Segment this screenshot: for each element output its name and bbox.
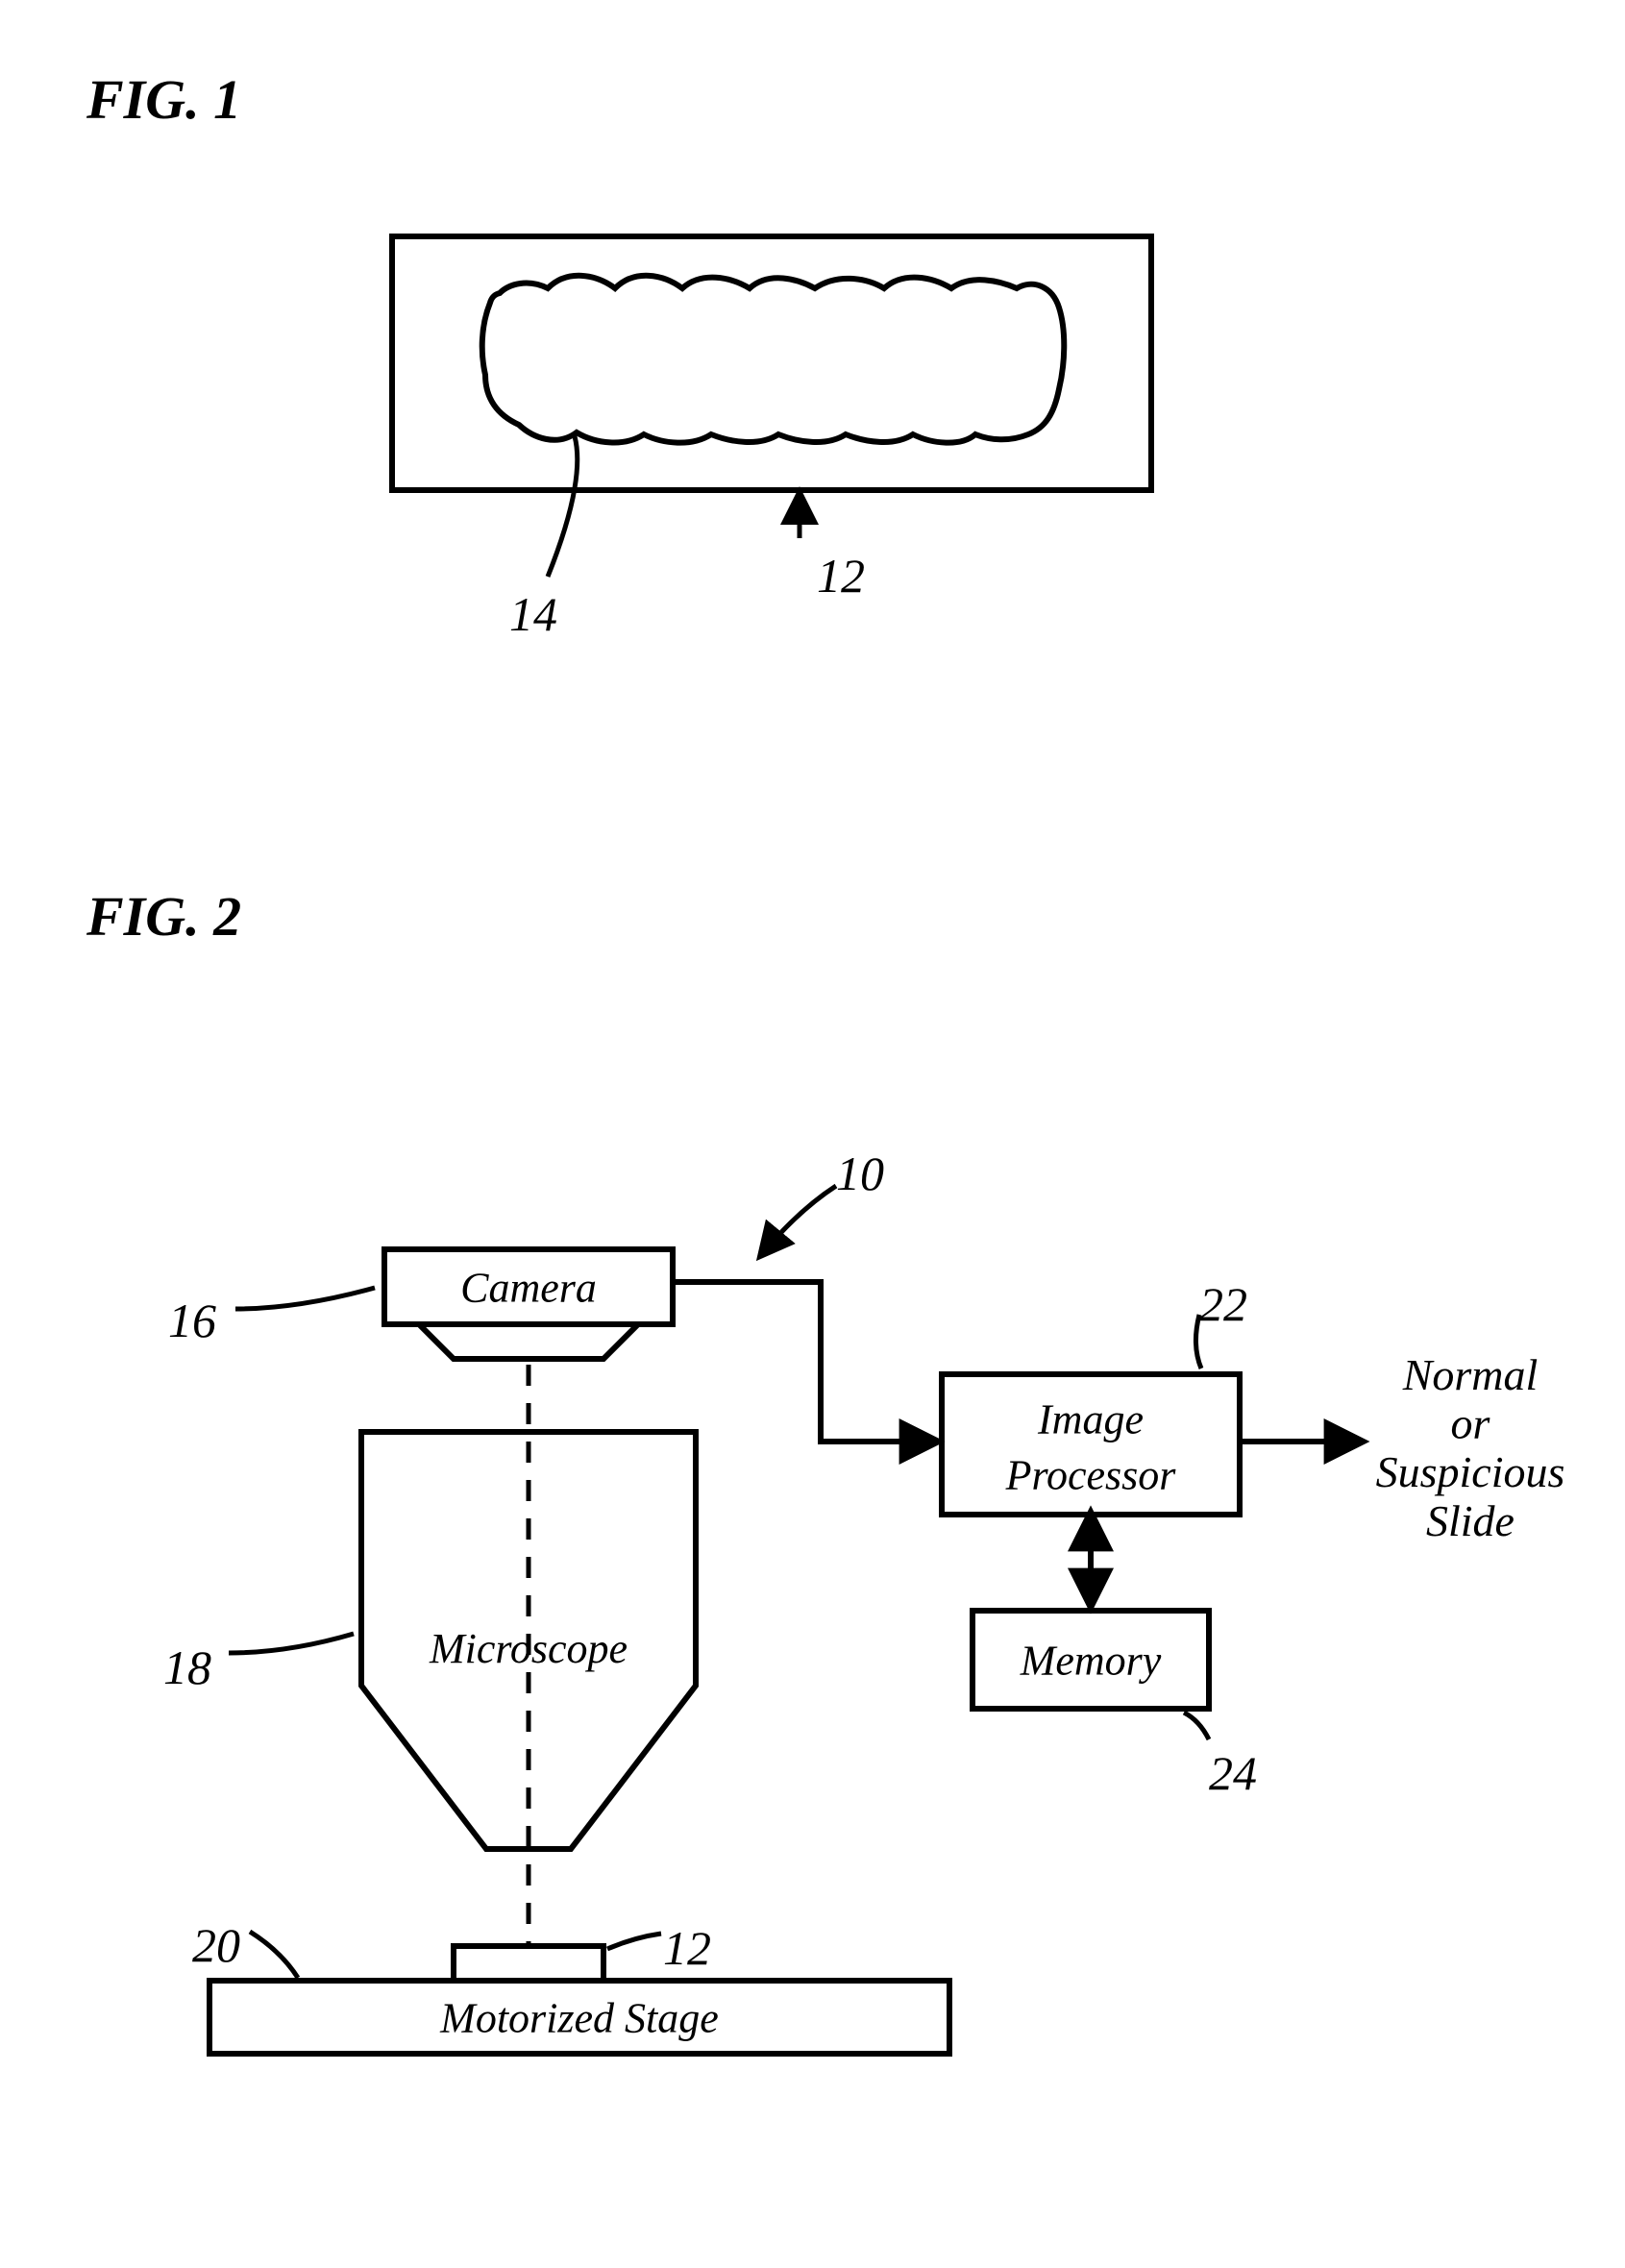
leader-14 xyxy=(548,436,578,577)
leader-18 xyxy=(229,1634,354,1653)
stage-label: Motorized Stage xyxy=(439,1994,719,2041)
camera-label: Camera xyxy=(460,1264,597,1311)
ref-10: 10 xyxy=(836,1146,884,1201)
leader-16 xyxy=(235,1288,375,1309)
fig1-title: FIG. 1 xyxy=(86,67,241,132)
ref-18: 18 xyxy=(163,1639,211,1695)
slide-rect xyxy=(392,236,1151,490)
output-line1: Normal xyxy=(1402,1350,1539,1399)
ref-20: 20 xyxy=(192,1917,240,1973)
fig1 xyxy=(392,236,1151,577)
leader-24 xyxy=(1184,1713,1209,1739)
leader-20 xyxy=(250,1932,298,1978)
wire-camera-processor xyxy=(673,1282,936,1442)
ref-12: 12 xyxy=(817,548,865,604)
memory-label: Memory xyxy=(1020,1637,1162,1684)
camera-mount xyxy=(419,1324,638,1359)
processor-label-1: Image xyxy=(1037,1395,1144,1442)
ref-24: 24 xyxy=(1209,1745,1257,1801)
ref-22: 22 xyxy=(1199,1276,1247,1332)
leader-12b xyxy=(607,1934,661,1949)
ref-14: 14 xyxy=(509,586,557,642)
diagram-canvas: Camera Microscope Motorized Stage Image … xyxy=(0,0,1625,2268)
ref-16: 16 xyxy=(168,1293,216,1348)
processor-label-2: Processor xyxy=(1005,1452,1177,1499)
output-line3: Suspicious xyxy=(1376,1447,1565,1496)
fig2: Camera Microscope Motorized Stage Image … xyxy=(209,1186,1564,2054)
slide-on-stage xyxy=(454,1946,603,1981)
output-line4: Slide xyxy=(1426,1496,1514,1545)
fig2-title: FIG. 2 xyxy=(86,884,241,949)
leader-10 xyxy=(761,1186,836,1255)
specimen-blob xyxy=(482,276,1065,443)
output-line2: or xyxy=(1451,1399,1491,1448)
ref-12b: 12 xyxy=(663,1920,711,1976)
